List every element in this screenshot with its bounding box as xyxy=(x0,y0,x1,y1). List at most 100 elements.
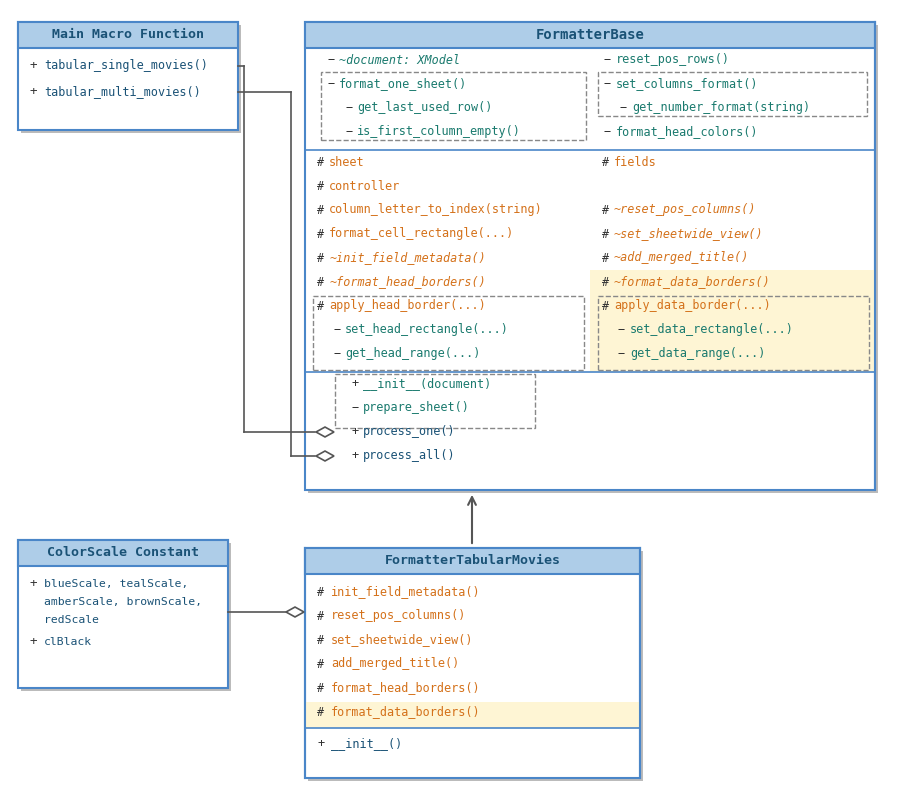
Text: −: − xyxy=(327,78,334,90)
Text: #: # xyxy=(317,634,324,646)
Text: #: # xyxy=(602,251,609,265)
Text: ~format_data_borders(): ~format_data_borders() xyxy=(614,275,770,289)
Text: format_data_borders(): format_data_borders() xyxy=(331,706,481,718)
Text: −: − xyxy=(333,347,340,361)
Text: −: − xyxy=(618,323,626,337)
Text: format_cell_rectangle(...): format_cell_rectangle(...) xyxy=(329,227,514,241)
Text: ~init_field_metadata(): ~init_field_metadata() xyxy=(329,251,486,265)
Text: redScale: redScale xyxy=(44,615,99,625)
Bar xyxy=(305,702,640,728)
Text: blueScale, tealScale,: blueScale, tealScale, xyxy=(44,579,188,589)
Text: −: − xyxy=(604,126,611,138)
Text: −: − xyxy=(351,402,358,414)
Text: format_head_borders(): format_head_borders() xyxy=(331,682,481,694)
Text: #: # xyxy=(602,227,609,241)
Bar xyxy=(18,540,228,566)
Text: prepare_sheet(): prepare_sheet() xyxy=(363,402,470,414)
Polygon shape xyxy=(316,427,334,437)
Text: set_data_rectangle(...): set_data_rectangle(...) xyxy=(630,323,794,337)
Text: fields: fields xyxy=(614,155,657,169)
Bar xyxy=(305,548,640,778)
Text: −: − xyxy=(604,78,611,90)
Bar xyxy=(308,25,878,493)
Bar xyxy=(18,22,238,130)
Text: add_merged_title(): add_merged_title() xyxy=(331,658,459,670)
Text: +: + xyxy=(30,59,38,73)
Text: set_columns_format(): set_columns_format() xyxy=(616,78,759,90)
Text: −: − xyxy=(345,102,352,114)
Text: −: − xyxy=(333,323,340,337)
Text: sheet: sheet xyxy=(329,155,364,169)
Bar xyxy=(308,551,643,781)
Text: +: + xyxy=(351,378,358,390)
Text: #: # xyxy=(317,203,324,217)
Bar xyxy=(590,270,875,372)
Bar xyxy=(335,374,535,428)
Text: amberScale, brownScale,: amberScale, brownScale, xyxy=(44,597,202,607)
Text: +: + xyxy=(351,450,358,462)
Bar xyxy=(313,296,584,370)
Text: column_letter_to_index(string): column_letter_to_index(string) xyxy=(329,203,543,217)
Text: #: # xyxy=(317,251,324,265)
Text: controller: controller xyxy=(329,179,400,193)
Text: get_number_format(string): get_number_format(string) xyxy=(632,102,810,114)
Text: +: + xyxy=(30,86,38,98)
Text: is_first_column_empty(): is_first_column_empty() xyxy=(357,126,521,138)
Bar xyxy=(21,25,241,133)
Text: reset_pos_columns(): reset_pos_columns() xyxy=(331,610,466,622)
Text: FormatterBase: FormatterBase xyxy=(536,28,644,42)
Text: __init__(): __init__() xyxy=(331,738,402,750)
Text: #: # xyxy=(317,610,324,622)
Text: #: # xyxy=(317,275,324,289)
Text: format_head_colors(): format_head_colors() xyxy=(616,126,759,138)
Text: −: − xyxy=(620,102,627,114)
Text: #: # xyxy=(317,658,324,670)
Bar xyxy=(305,548,640,574)
Polygon shape xyxy=(316,451,334,461)
Text: get_head_range(...): get_head_range(...) xyxy=(345,347,481,361)
Text: −: − xyxy=(618,347,626,361)
Text: +: + xyxy=(317,738,324,750)
Bar xyxy=(598,296,869,370)
Text: #: # xyxy=(317,706,324,718)
Bar xyxy=(321,72,586,140)
Text: set_head_rectangle(...): set_head_rectangle(...) xyxy=(345,323,508,337)
Text: FormatterTabularMovies: FormatterTabularMovies xyxy=(384,554,561,567)
Text: set_sheetwide_view(): set_sheetwide_view() xyxy=(331,634,473,646)
Text: init_field_metadata(): init_field_metadata() xyxy=(331,586,481,598)
Text: −: − xyxy=(327,54,334,66)
Text: #: # xyxy=(317,227,324,241)
Text: +: + xyxy=(30,635,38,649)
Text: reset_pos_rows(): reset_pos_rows() xyxy=(616,54,730,66)
Text: __init__(document): __init__(document) xyxy=(363,378,491,390)
Text: ColorScale Constant: ColorScale Constant xyxy=(47,546,199,559)
Text: ~add_merged_title(): ~add_merged_title() xyxy=(614,251,750,265)
Text: #: # xyxy=(317,155,324,169)
Bar xyxy=(21,543,231,691)
Text: −: − xyxy=(345,126,352,138)
Bar xyxy=(18,540,228,688)
Text: #: # xyxy=(602,203,609,217)
Polygon shape xyxy=(286,607,304,617)
Bar xyxy=(305,22,875,48)
Text: #: # xyxy=(602,275,609,289)
Text: −: − xyxy=(604,54,611,66)
Text: clBlack: clBlack xyxy=(44,637,92,647)
Text: ~format_head_borders(): ~format_head_borders() xyxy=(329,275,486,289)
Text: #: # xyxy=(602,155,609,169)
Text: ~reset_pos_columns(): ~reset_pos_columns() xyxy=(614,203,757,217)
Text: apply_head_border(...): apply_head_border(...) xyxy=(329,299,486,313)
Bar xyxy=(598,72,867,116)
Text: +: + xyxy=(30,578,38,590)
Text: +: + xyxy=(351,426,358,438)
Text: ~set_sheetwide_view(): ~set_sheetwide_view() xyxy=(614,227,763,241)
Bar xyxy=(305,22,875,490)
Text: tabular_multi_movies(): tabular_multi_movies() xyxy=(44,86,201,98)
Text: #: # xyxy=(602,299,609,313)
Text: Main Macro Function: Main Macro Function xyxy=(52,29,204,42)
Text: tabular_single_movies(): tabular_single_movies() xyxy=(44,59,208,73)
Text: #: # xyxy=(317,299,324,313)
Text: get_last_used_row(): get_last_used_row() xyxy=(357,102,492,114)
Text: apply_data_border(...): apply_data_border(...) xyxy=(614,299,770,313)
Text: process_one(): process_one() xyxy=(363,426,455,438)
